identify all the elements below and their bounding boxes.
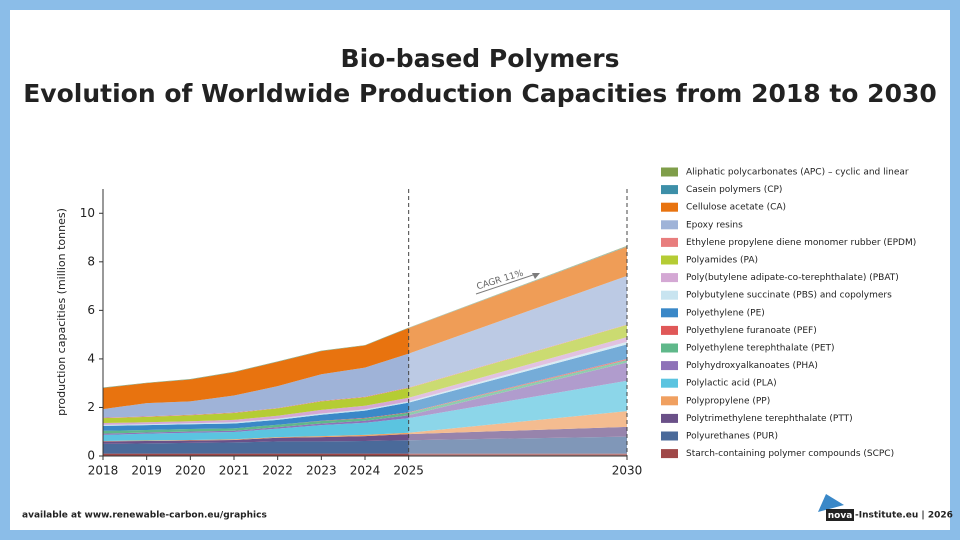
area [103, 436, 627, 454]
legend-swatch [661, 290, 678, 300]
legend-swatch [661, 308, 678, 318]
credit: -Institute.eu | 2026 [855, 511, 953, 521]
source: available at www.renewable-carbon.eu/gra… [22, 511, 267, 521]
legend-label: Polytrimethylene terephthalate (PTT) [686, 414, 853, 424]
legend-swatch [661, 273, 678, 283]
area [103, 246, 627, 410]
legend-swatch [661, 185, 678, 195]
x-tick-label: 2022 [262, 464, 293, 478]
area [103, 426, 627, 444]
area [103, 275, 627, 418]
legend-label: Polylactic acid (PLA) [686, 379, 777, 389]
x-tick-label: 2030 [612, 464, 643, 478]
area [103, 344, 627, 431]
y-tick-label: 0 [87, 449, 95, 463]
forecast-fade [408, 189, 627, 456]
legend-swatch [661, 220, 678, 230]
legend-label: Polypropylene (PP) [686, 396, 770, 406]
legend-swatch [661, 202, 678, 212]
x-tick-label: 2020 [175, 464, 206, 478]
x-tick-label: 2025 [393, 464, 424, 478]
legend-label: Polyamides (PA) [686, 256, 758, 266]
legend-label: Polyurethanes (PUR) [686, 432, 778, 442]
legend-label: Ethylene propylene diene monomer rubber … [686, 238, 916, 248]
logo-shape [818, 494, 844, 512]
legend-label: Epoxy resins [686, 220, 743, 230]
chart-title: Bio-based Polymers [341, 44, 620, 73]
x-tick-label: 2023 [306, 464, 337, 478]
area [103, 337, 627, 425]
legend-label: Polyethylene terephthalate (PET) [686, 344, 835, 354]
legend-label: Polyhydroxyalkanoates (PHA) [686, 361, 818, 371]
area [103, 453, 627, 456]
legend-swatch [661, 413, 678, 423]
legend-swatch [661, 255, 678, 265]
annotation-arrow [475, 273, 537, 295]
logo-text: nova [828, 511, 853, 521]
y-tick-label: 4 [87, 351, 95, 365]
area [103, 324, 627, 423]
legend-swatch [661, 325, 678, 335]
legend-label: Starch-containing polymer compounds (SCP… [686, 449, 894, 459]
legend-label: Cellulose acetate (CA) [686, 203, 786, 213]
y-axis-label: production capacities (million tonnes) [55, 208, 68, 416]
chart-subtitle: Evolution of Worldwide Production Capaci… [23, 79, 937, 108]
legend-swatch [661, 237, 678, 247]
y-tick-label: 10 [80, 206, 95, 220]
legend-label: Polybutylene succinate (PBS) and copolym… [686, 291, 892, 301]
annotation-arrowhead [532, 273, 540, 279]
legend-swatch [661, 343, 678, 353]
legend-swatch [661, 449, 678, 459]
area [103, 360, 627, 434]
legend-label: Polyethylene (PE) [686, 308, 765, 318]
legend-label: Polyethylene furanoate (PEF) [686, 326, 817, 336]
legend-swatch [661, 167, 678, 177]
area [103, 411, 627, 442]
legend-swatch [661, 431, 678, 441]
logo-box [826, 509, 854, 521]
area [103, 380, 627, 441]
legend-swatch [661, 396, 678, 406]
legend-label: Casein polymers (CP) [686, 185, 782, 195]
legend-swatch [661, 361, 678, 371]
legend-swatch [661, 378, 678, 388]
x-tick-label: 2024 [350, 464, 381, 478]
x-tick-label: 2019 [131, 464, 162, 478]
y-tick-label: 8 [87, 254, 95, 268]
legend-label: Poly(butylene adipate-co-terephthalate) … [686, 273, 899, 283]
x-tick-label: 2021 [219, 464, 250, 478]
y-tick-label: 6 [87, 303, 95, 317]
legend-label: Aliphatic polycarbonates (APC) – cyclic … [686, 168, 909, 178]
x-tick-label: 2018 [88, 464, 119, 478]
y-tick-label: 2 [87, 400, 95, 414]
